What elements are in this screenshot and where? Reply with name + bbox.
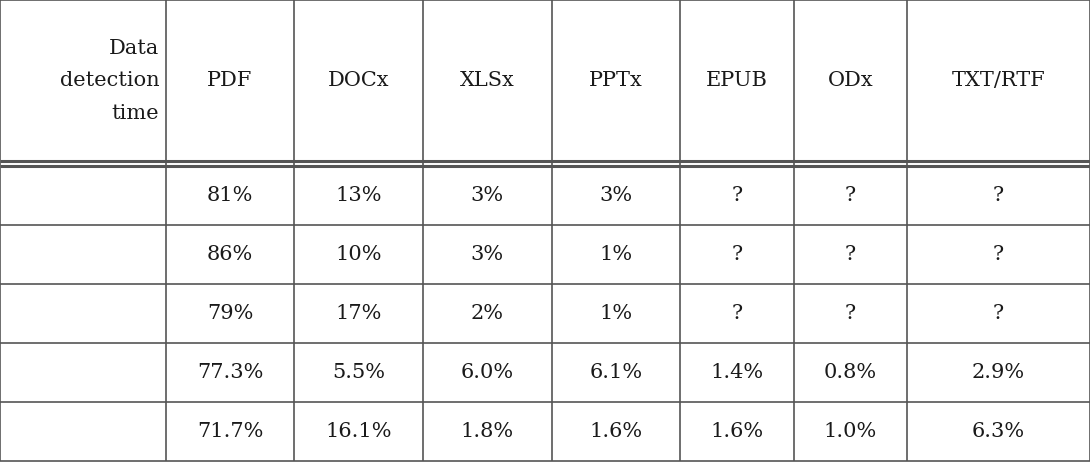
Text: 0.8%: 0.8%: [824, 363, 876, 382]
Text: ?: ?: [731, 245, 742, 264]
Text: 81%: 81%: [207, 186, 253, 205]
Text: 6.1%: 6.1%: [590, 363, 642, 382]
Text: ?: ?: [845, 245, 856, 264]
Text: 1.6%: 1.6%: [711, 422, 763, 441]
Text: 6.0%: 6.0%: [461, 363, 513, 382]
Text: 6.3%: 6.3%: [972, 422, 1025, 441]
Text: 86%: 86%: [207, 245, 253, 264]
Text: 1%: 1%: [600, 245, 632, 264]
Text: ?: ?: [731, 186, 742, 205]
Text: 79%: 79%: [207, 304, 253, 323]
Text: ?: ?: [993, 304, 1004, 323]
Text: ?: ?: [993, 186, 1004, 205]
Text: TXT/RTF: TXT/RTF: [952, 71, 1045, 90]
Text: Data
detection
time: Data detection time: [60, 39, 159, 123]
Text: 1%: 1%: [600, 304, 632, 323]
Text: ?: ?: [731, 304, 742, 323]
Text: PDF: PDF: [207, 71, 253, 90]
Text: ?: ?: [845, 186, 856, 205]
Text: 3%: 3%: [600, 186, 632, 205]
Text: 16.1%: 16.1%: [325, 422, 392, 441]
Text: PPTx: PPTx: [589, 71, 643, 90]
Text: DOCx: DOCx: [328, 71, 389, 90]
Text: 1.4%: 1.4%: [711, 363, 763, 382]
Text: ?: ?: [993, 245, 1004, 264]
Text: 71.7%: 71.7%: [197, 422, 263, 441]
Text: 5.5%: 5.5%: [332, 363, 385, 382]
Text: 2%: 2%: [471, 304, 504, 323]
Text: 10%: 10%: [336, 245, 381, 264]
Text: 1.8%: 1.8%: [461, 422, 513, 441]
Text: 3%: 3%: [471, 245, 504, 264]
Text: 1.6%: 1.6%: [590, 422, 642, 441]
Text: 13%: 13%: [336, 186, 381, 205]
Text: XLSx: XLSx: [460, 71, 514, 90]
Text: 2.9%: 2.9%: [972, 363, 1025, 382]
Text: 77.3%: 77.3%: [197, 363, 263, 382]
Text: EPUB: EPUB: [706, 71, 767, 90]
Text: 17%: 17%: [336, 304, 381, 323]
Text: 1.0%: 1.0%: [824, 422, 876, 441]
Text: ?: ?: [845, 304, 856, 323]
Text: ODx: ODx: [827, 71, 873, 90]
Text: 3%: 3%: [471, 186, 504, 205]
